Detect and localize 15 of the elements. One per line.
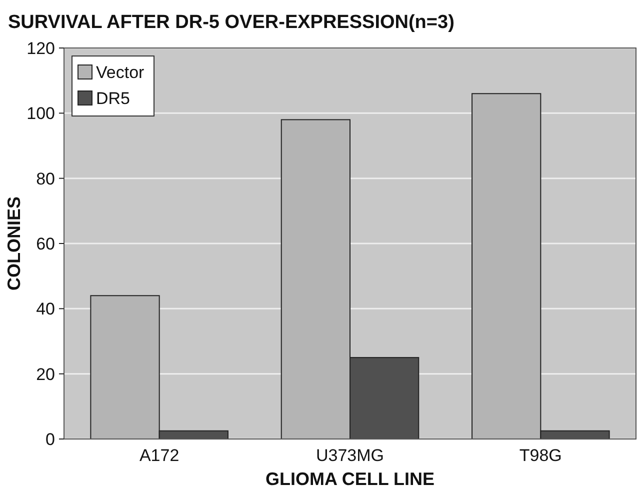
y-tick-label: 120 <box>26 38 55 58</box>
y-tick-label: 40 <box>36 300 55 319</box>
legend-label: Vector <box>96 63 145 82</box>
y-axis-title: COLONIES <box>4 196 24 291</box>
legend-label: DR5 <box>96 89 130 108</box>
y-tick-label: 20 <box>36 364 55 384</box>
y-tick-label: 60 <box>36 234 55 254</box>
chart-title: SURVIVAL AFTER DR-5 OVER-EXPRESSION(n=3) <box>8 12 454 33</box>
y-tick-label: 100 <box>26 104 55 124</box>
x-tick-label: A172 <box>139 446 180 465</box>
x-tick-label: T98G <box>519 446 562 465</box>
y-tick-label: 0 <box>46 430 55 449</box>
x-tick-label: U373MG <box>316 446 384 465</box>
x-axis-title: GLIOMA CELL LINE <box>266 469 434 489</box>
y-tick-label: 80 <box>36 169 55 188</box>
